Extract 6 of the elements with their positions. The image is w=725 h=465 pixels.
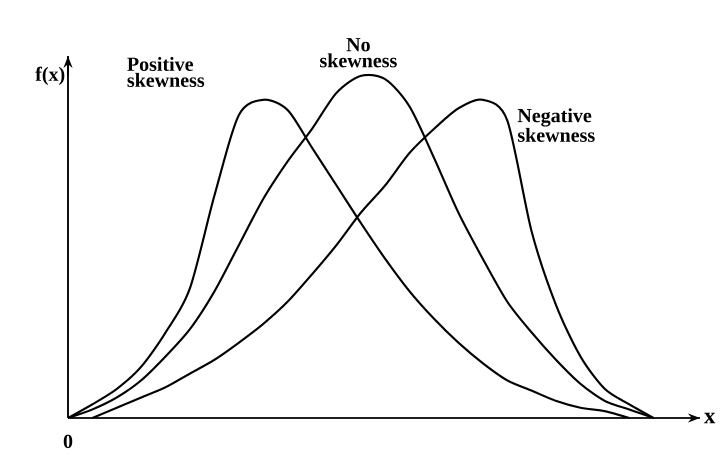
series-label: Negative skewness — [518, 108, 595, 142]
y-axis-title: f(x) — [35, 66, 64, 86]
series-label: No skewness — [320, 38, 397, 68]
text: Positive skewness — [127, 56, 204, 87]
x-axis-title: x — [704, 412, 716, 424]
text: 0 — [64, 434, 72, 448]
